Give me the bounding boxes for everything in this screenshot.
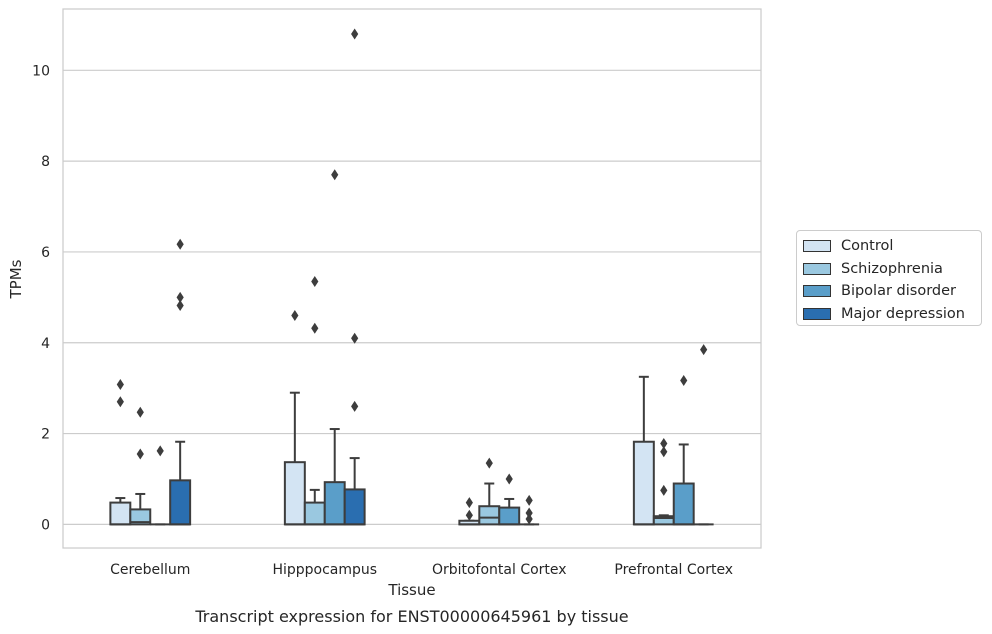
y-tick-label: 8 xyxy=(41,154,50,170)
legend-item: Major depression xyxy=(803,303,981,326)
y-axis-label: TPMs xyxy=(7,259,25,299)
box-3-3 xyxy=(693,344,714,526)
box-iqr xyxy=(478,505,501,526)
outlier-point xyxy=(291,310,299,322)
box-iqr xyxy=(498,506,521,526)
outlier-point xyxy=(136,448,144,460)
x-tick-label: Cerebellum xyxy=(110,562,190,578)
outlier-point xyxy=(525,494,533,506)
y-tick-label: 2 xyxy=(41,427,50,443)
box-2-0 xyxy=(150,445,171,526)
legend-label: Major depression xyxy=(841,305,965,322)
legend: Control Schizophrenia Bipolar disorder Majo… xyxy=(796,230,982,326)
legend-swatch xyxy=(803,262,831,275)
outlier-point xyxy=(485,457,493,469)
outlier-point xyxy=(311,275,319,287)
legend-label: Control xyxy=(841,238,894,255)
y-tick-label: 10 xyxy=(32,63,50,79)
box-iqr xyxy=(632,440,655,526)
box-iqr xyxy=(672,482,695,526)
box-1-3 xyxy=(652,438,675,526)
legend-label: Bipolar disorder xyxy=(841,283,956,300)
x-tick-labels: Cerebellum Hipppocampus Orbitofontal Corte… xyxy=(110,562,733,578)
box-iqr xyxy=(129,508,152,526)
legend-swatch xyxy=(803,285,831,298)
outlier-point xyxy=(525,513,533,525)
outlier-point xyxy=(660,438,668,450)
chart-title: Transcript expression for ENST0000064596… xyxy=(194,607,628,626)
outlier-point xyxy=(331,169,339,181)
outlier-point xyxy=(176,300,184,312)
box-2-2 xyxy=(498,473,521,526)
legend-item: Bipolar disorder xyxy=(803,280,981,303)
y-tick-label: 0 xyxy=(41,517,50,533)
plot-frame xyxy=(62,8,762,549)
outlier-point xyxy=(525,507,533,519)
legend-item: Schizophrenia xyxy=(803,258,981,281)
outlier-point xyxy=(680,374,688,386)
box-1-1 xyxy=(303,275,326,526)
box-1-2 xyxy=(478,457,501,526)
outlier-point xyxy=(136,406,144,418)
outlier-point xyxy=(116,379,124,391)
box-iqr xyxy=(323,481,346,526)
y-tick-label: 6 xyxy=(41,245,50,261)
y-tick-labels: 0 2 4 6 8 10 xyxy=(32,63,50,533)
outlier-point xyxy=(465,509,473,521)
box-iqr xyxy=(303,501,326,526)
box-iqr xyxy=(109,501,132,526)
x-tick-label: Orbitofontal Cortex xyxy=(432,562,567,578)
outlier-point xyxy=(351,332,359,344)
boxes xyxy=(109,28,714,526)
legend-swatch xyxy=(803,307,831,320)
box-0-2 xyxy=(458,497,481,526)
box-iqr xyxy=(343,488,366,526)
outlier-point xyxy=(116,396,124,408)
outlier-point xyxy=(351,28,359,40)
legend-label: Schizophrenia xyxy=(841,260,943,277)
outlier-point xyxy=(351,400,359,412)
x-axis-label: Tissue xyxy=(387,581,435,599)
box-2-3 xyxy=(672,374,695,526)
box-3-1 xyxy=(343,28,366,526)
outlier-point xyxy=(311,322,319,334)
box-0-1 xyxy=(283,310,306,526)
box-3-2 xyxy=(519,494,540,526)
x-tick-label: Hipppocampus xyxy=(272,562,377,578)
outlier-point xyxy=(660,484,668,496)
outlier-point xyxy=(660,446,668,458)
outlier-point xyxy=(176,238,184,250)
box-1-0 xyxy=(129,406,152,526)
outlier-point xyxy=(700,344,708,356)
outlier-point xyxy=(505,473,513,485)
y-tick-label: 4 xyxy=(41,336,50,352)
box-iqr xyxy=(283,461,306,526)
x-tick-label: Prefrontal Cortex xyxy=(614,562,733,578)
legend-item: Control xyxy=(803,235,981,258)
outlier-point xyxy=(176,291,184,303)
legend-swatch xyxy=(803,240,831,253)
box-0-3 xyxy=(632,375,655,526)
box-iqr xyxy=(169,479,192,526)
box-0-0 xyxy=(109,379,132,526)
outlier-point xyxy=(156,445,164,457)
outlier-point xyxy=(465,497,473,509)
grid-lines xyxy=(63,69,761,525)
box-3-0 xyxy=(169,238,192,526)
box-2-1 xyxy=(323,169,346,526)
